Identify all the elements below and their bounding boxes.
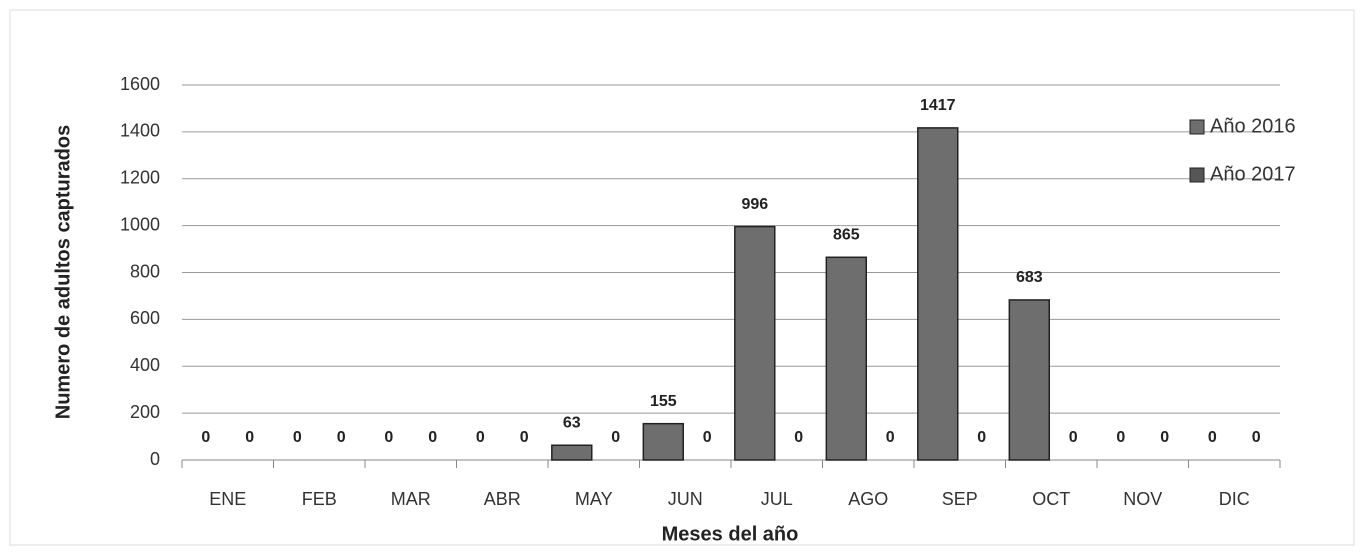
data-label: 0 bbox=[384, 429, 393, 446]
data-label: 0 bbox=[201, 429, 210, 446]
bar bbox=[734, 225, 776, 461]
data-label: 0 bbox=[245, 429, 254, 446]
data-label: 0 bbox=[1160, 429, 1169, 446]
x-tick-label: JUN bbox=[668, 489, 703, 509]
data-label: 0 bbox=[794, 429, 803, 446]
bar bbox=[551, 444, 593, 461]
data-label: 0 bbox=[703, 429, 712, 446]
y-tick-label: 1200 bbox=[120, 168, 160, 188]
data-label: 0 bbox=[1069, 429, 1078, 446]
data-label: 683 bbox=[1016, 269, 1043, 286]
x-tick-label: OCT bbox=[1032, 489, 1070, 509]
legend-label: Año 2016 bbox=[1210, 115, 1296, 137]
x-tick-label: AGO bbox=[848, 489, 888, 509]
y-tick-label: 1000 bbox=[120, 214, 160, 234]
y-tick-label: 1400 bbox=[120, 121, 160, 141]
data-label: 0 bbox=[886, 429, 895, 446]
data-label: 0 bbox=[337, 429, 346, 446]
x-tick-label: JUL bbox=[761, 489, 793, 509]
data-label: 865 bbox=[833, 226, 860, 243]
y-tick-label: 800 bbox=[130, 261, 160, 281]
data-label: 155 bbox=[650, 393, 677, 410]
data-label: 0 bbox=[1252, 429, 1261, 446]
x-tick-label: MAR bbox=[391, 489, 431, 509]
bar bbox=[825, 256, 868, 461]
y-tick-label: 600 bbox=[130, 308, 160, 328]
bar bbox=[1008, 299, 1051, 461]
x-tick-label: MAY bbox=[575, 489, 613, 509]
data-label: 0 bbox=[1208, 429, 1217, 446]
legend-label: Año 2017 bbox=[1210, 163, 1296, 185]
data-label: 0 bbox=[293, 429, 302, 446]
legend-swatch bbox=[1189, 167, 1205, 183]
x-tick-label: DIC bbox=[1219, 489, 1250, 509]
y-tick-label: 0 bbox=[150, 449, 160, 469]
y-axis-title: Numero de adultos capturados bbox=[52, 125, 74, 420]
data-label: 996 bbox=[741, 196, 768, 213]
x-tick-label: SEP bbox=[942, 489, 978, 509]
data-label: 63 bbox=[563, 414, 581, 431]
data-label: 0 bbox=[520, 429, 529, 446]
bar bbox=[917, 127, 959, 461]
data-label: 0 bbox=[428, 429, 437, 446]
data-label: 1417 bbox=[920, 97, 956, 114]
x-tick-label: NOV bbox=[1123, 489, 1162, 509]
x-tick-label: ENE bbox=[209, 489, 246, 509]
x-tick-label: FEB bbox=[302, 489, 337, 509]
chart-frame bbox=[9, 9, 1355, 546]
x-axis-title: Meses del año bbox=[662, 523, 799, 545]
y-tick-label: 1600 bbox=[120, 74, 160, 94]
y-tick-label: 400 bbox=[130, 355, 160, 375]
x-tick-label: ABR bbox=[484, 489, 521, 509]
data-label: 0 bbox=[476, 429, 485, 446]
bar bbox=[642, 422, 685, 461]
legend-swatch bbox=[1189, 119, 1205, 135]
data-label: 0 bbox=[611, 429, 620, 446]
y-tick-label: 200 bbox=[130, 402, 160, 422]
data-label: 0 bbox=[977, 429, 986, 446]
data-label: 0 bbox=[1116, 429, 1125, 446]
